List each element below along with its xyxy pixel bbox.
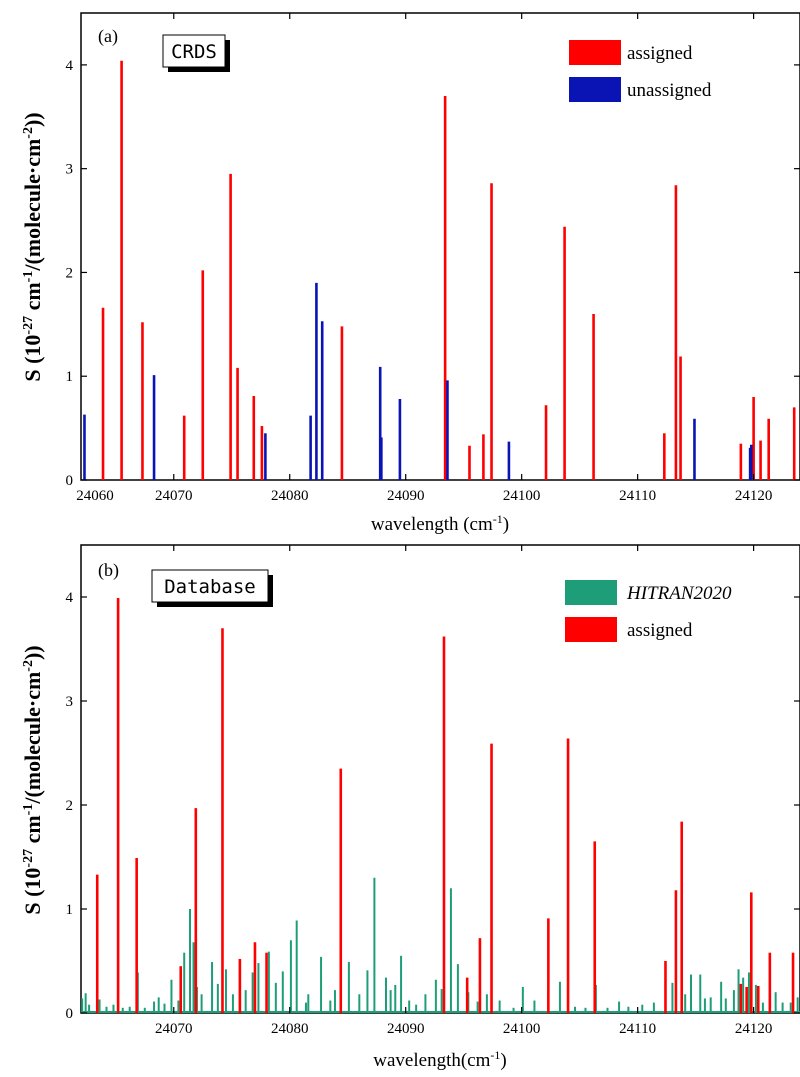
panel-b-legend-swatch-assigned [565,617,617,642]
panel-b-legend-hitran: HITRAN2020 [626,583,732,604]
panel-a-x-axis-label: wavelength (cm-1) [371,512,509,535]
panel-b-legend-swatch-hitran [565,580,617,605]
panel-a-y-axis-label: S (10-27 cm-1/(molecule·cm-2)) [20,112,45,381]
panel-a-label: (a) [98,26,118,47]
panel-b-ytick-label-2: 2 [66,798,74,814]
panel-a-ytick-label-3: 3 [66,162,74,178]
panel-a: 24060 24070 24080 24090 24100 24110 24120 0 1 2 3 4… [20,12,800,535]
panel-b-label: (b) [98,560,119,581]
panel-b-xtick-label-1: 24080 [271,1021,309,1037]
panel-a-bars [83,60,796,480]
panel-b-legend-assigned: assigned [627,620,693,641]
panel-a-ytick-label-4: 4 [66,58,74,74]
panel-a-legend-assigned: assigned [627,43,693,64]
panel-a-xtick-label-3: 24090 [387,488,425,504]
panel-b-box [151,569,269,603]
panel-a-legend: assigned unassigned [569,40,712,102]
panel-a-legend-swatch-assigned [569,40,621,65]
panel-b-box-label: Database [164,576,256,598]
panel-a-ytick-label-2: 2 [66,265,74,281]
panel-a-box [162,34,226,68]
panel-b-ytick-label-4: 4 [66,590,74,606]
panel-b-xtick-label-4: 24110 [619,1021,656,1037]
panel-a-ticks: 24060 24070 24080 24090 24100 24110 24120 0 1 2 3 4 [66,13,800,504]
panel-a-legend-unassigned: unassigned [627,80,712,101]
panel-a-ytick-label-1: 1 [66,369,74,385]
panel-a-xtick-label-1: 24070 [155,488,193,504]
panel-b-bars [81,598,800,1013]
panel-b-y-axis-label: S (10-27 cm-1/(molecule·cm-2)) [20,645,45,914]
panel-a-xtick-label-0: 24060 [76,488,114,504]
panel-b-ytick-label-0: 0 [66,1006,74,1022]
panel-b-ytick-label-3: 3 [66,694,74,710]
panel-b-ticks: 24070 24080 24090 24100 24110 24120 0 1 2 3 4 [66,545,800,1037]
panel-a-legend-swatch-unassigned [569,77,621,102]
panel-a-xtick-label-5: 24110 [619,488,656,504]
panel-b-ytick-label-1: 1 [66,902,74,918]
panel-a-xtick-label-2: 24080 [271,488,309,504]
panel-a-frame [80,12,800,481]
panel-a-xtick-label-6: 24120 [735,488,773,504]
panel-b-x-axis-label: wavelength(cm-1) [373,1048,506,1071]
panel-b-xtick-label-3: 24100 [503,1021,541,1037]
panel-b-xtick-label-5: 24120 [735,1021,773,1037]
panel-a-ytick-label-0: 0 [66,473,74,489]
panel-b-xtick-label-0: 24070 [155,1021,193,1037]
panel-a-xtick-label-4: 24100 [503,488,541,504]
panel-a-box-label: CRDS [171,41,217,63]
panel-b-legend: HITRAN2020 assigned [565,580,732,642]
panel-b-frame [80,544,800,1014]
panel-b-xtick-label-2: 24090 [387,1021,425,1037]
